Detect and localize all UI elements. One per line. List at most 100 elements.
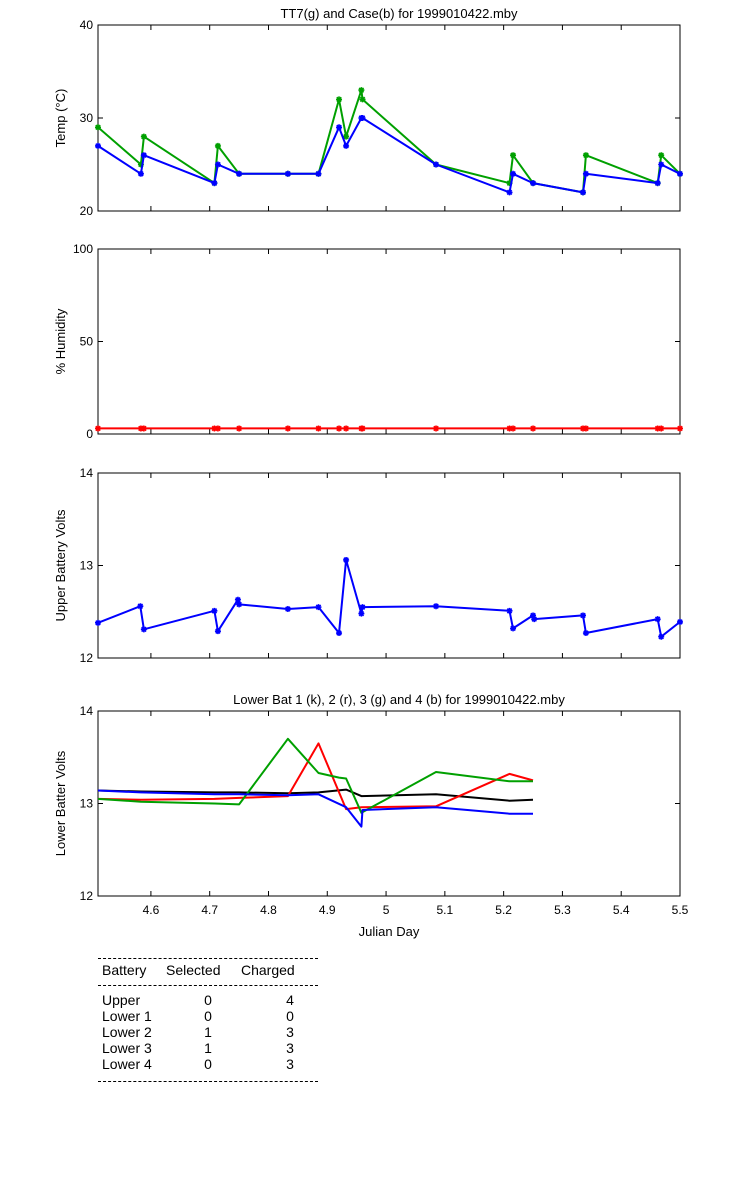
data-point: [506, 425, 513, 432]
x-tick-label: 5.5: [672, 903, 689, 917]
x-tick-label: 5.3: [554, 903, 571, 917]
data-point: [658, 425, 665, 432]
data-point: [654, 180, 661, 187]
data-point: [336, 124, 343, 131]
charged-value: 3: [286, 1040, 294, 1056]
selected-value: 1: [204, 1040, 212, 1056]
data-point: [315, 425, 322, 432]
data-point: [140, 152, 147, 159]
y-tick-label: 12: [80, 651, 94, 665]
data-point: [510, 170, 517, 177]
data-point: [658, 633, 665, 640]
data-point: [658, 152, 665, 159]
battery-name: Lower 4: [102, 1056, 152, 1072]
y-axis-label: Upper Battery Volts: [53, 509, 68, 621]
selected-value: 0: [204, 992, 212, 1008]
charged-value: 4: [286, 992, 294, 1008]
table-divider: [98, 1081, 318, 1082]
data-point: [433, 161, 440, 168]
data-point: [284, 605, 291, 612]
data-point: [506, 189, 513, 196]
data-point: [358, 610, 365, 617]
data-point: [284, 425, 291, 432]
y-tick-label: 100: [73, 242, 93, 256]
header-charged: Charged: [241, 962, 295, 978]
data-point: [214, 425, 221, 432]
data-point: [284, 170, 291, 177]
data-point: [654, 616, 661, 623]
y-tick-label: 40: [80, 18, 94, 32]
table-row: Lower 2 1 3: [98, 1024, 318, 1040]
table-row: Lower 1 0 0: [98, 1008, 318, 1024]
data-point: [315, 170, 322, 177]
plot-frame: [97, 248, 681, 435]
table-divider: [98, 985, 318, 986]
chart-title: Lower Bat 1 (k), 2 (r), 3 (g) and 4 (b) …: [233, 692, 565, 707]
data-point: [234, 596, 241, 603]
data-point: [510, 425, 517, 432]
data-point: [343, 425, 350, 432]
data-point: [140, 133, 147, 140]
x-axis-label: Julian Day: [359, 924, 420, 939]
battery-name: Upper: [102, 992, 141, 1008]
battery-name: Lower 2: [102, 1024, 152, 1040]
data-point: [214, 142, 221, 149]
table-divider: [98, 958, 318, 959]
battery-name: Lower 1: [102, 1008, 152, 1024]
series-line: [97, 789, 533, 828]
series-line: [97, 558, 681, 638]
y-tick-label: 12: [80, 889, 94, 903]
table-row: Lower 3 1 3: [98, 1040, 318, 1056]
data-point: [582, 630, 589, 637]
data-point: [343, 556, 350, 563]
series-line: [97, 117, 681, 194]
data-point: [211, 425, 218, 432]
battery-table: Battery Selected Charged Upper 0 4 Lower…: [98, 958, 318, 1082]
data-point: [510, 625, 517, 632]
header-battery: Battery: [102, 962, 147, 978]
y-axis-label: Temp (°C): [53, 89, 68, 148]
data-point: [677, 618, 683, 625]
data-point: [433, 425, 440, 432]
data-point: [95, 142, 101, 149]
data-point: [580, 612, 586, 619]
x-tick-label: 5.4: [613, 903, 630, 917]
y-tick-label: 14: [80, 466, 94, 480]
y-tick-label: 50: [80, 335, 94, 349]
data-point: [582, 152, 589, 159]
table-row: Upper 0 4: [98, 992, 318, 1008]
table-row: Lower 4 0 3: [98, 1056, 318, 1072]
y-axis-label: Lower Batter Volts: [53, 750, 68, 856]
plot-frame: [97, 24, 681, 212]
data-point: [236, 170, 243, 177]
data-point: [343, 142, 350, 149]
data-point: [95, 425, 101, 432]
data-point: [677, 425, 683, 432]
data-point: [315, 604, 322, 611]
data-point: [658, 161, 665, 168]
data-point: [359, 604, 366, 611]
battery-name: Lower 3: [102, 1040, 152, 1056]
x-tick-label: 4.9: [319, 903, 336, 917]
data-point: [358, 87, 365, 94]
data-point: [137, 161, 144, 168]
data-point: [336, 630, 343, 637]
data-point: [530, 180, 537, 187]
x-tick-label: 5: [383, 903, 390, 917]
x-tick-label: 4.8: [260, 903, 277, 917]
data-point: [580, 189, 586, 196]
data-point: [336, 425, 343, 432]
data-point: [359, 96, 366, 103]
data-point: [359, 115, 366, 121]
data-point: [336, 96, 343, 103]
data-point: [582, 170, 589, 177]
y-tick-label: 14: [80, 704, 94, 718]
y-tick-label: 20: [80, 204, 94, 218]
y-tick-label: 13: [80, 797, 94, 811]
data-point: [214, 628, 221, 635]
charged-value: 3: [286, 1056, 294, 1072]
x-tick-label: 4.7: [201, 903, 218, 917]
x-tick-label: 5.2: [495, 903, 512, 917]
data-point: [582, 425, 589, 432]
data-point: [236, 425, 243, 432]
